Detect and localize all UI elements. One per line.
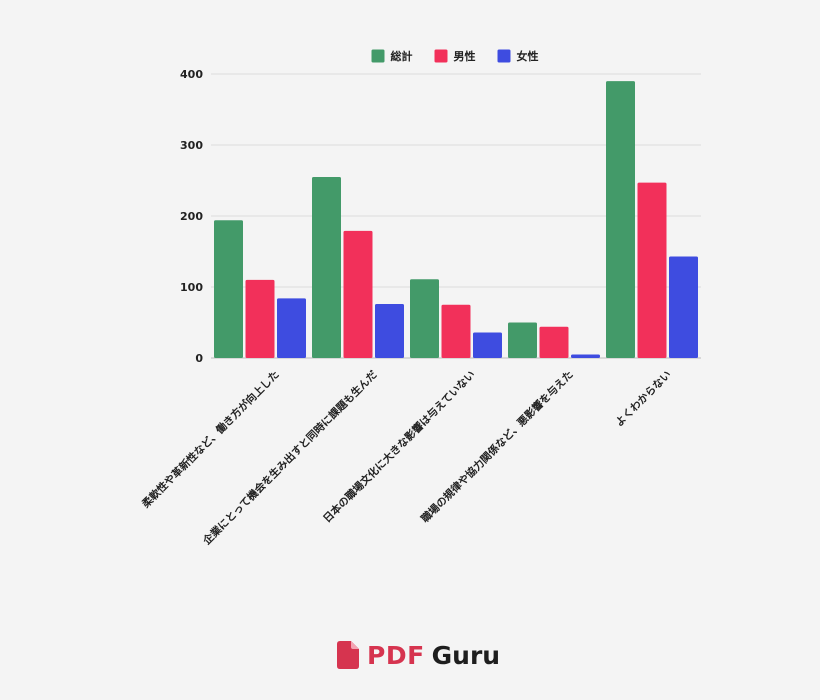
bar [473,332,502,358]
legend-label: 男性 [454,49,476,63]
bar [637,182,667,358]
bar [571,354,600,358]
bar [277,298,306,358]
bars [214,81,698,358]
bar-chart: 0 100 200 300 400 柔軟性や革新性など、働き方が向上した企業にとって機会… [139,49,701,548]
legend: 総計 男性 女性 [371,49,539,63]
bar [375,304,404,358]
bar [669,256,698,358]
x-tick-label: 企業にとって機会を生み出すと同時に課題も生んだ [200,368,380,548]
bar [245,279,275,358]
bar [508,322,537,358]
legend-label: 総計 [391,49,413,63]
brand-pdf-text: PDF [367,640,425,670]
bar [312,176,341,358]
y-tick-label: 0 [195,352,203,365]
legend-item: 男性 [434,49,476,63]
legend-item: 女性 [497,49,539,63]
x-tick-label: よくわからない [613,369,673,429]
bar [441,304,471,358]
legend-label: 女性 [517,49,539,63]
document-icon [337,641,359,669]
bar [606,81,635,358]
legend-swatch [434,49,448,63]
y-tick-label: 400 [180,68,203,81]
x-tick-label: 日本の職場文化に大きな影響は与えていない [320,368,477,525]
bar [343,230,373,358]
y-axis: 0 100 200 300 400 [180,68,203,365]
legend-item: 総計 [371,49,413,63]
bar [410,279,439,358]
x-tick-label: 職場の規律や協力関係など、悪影響を与えた [418,368,575,525]
y-tick-label: 200 [180,210,203,223]
brand-guru-text: Guru [431,640,501,670]
y-tick-label: 100 [180,281,203,294]
y-tick-label: 300 [180,139,203,152]
legend-swatch [497,49,511,63]
x-axis: 柔軟性や革新性など、働き方が向上した企業にとって機会を生み出すと同時に課題も生ん… [139,368,674,548]
legend-swatch [371,49,385,63]
bar [539,326,569,358]
brand-logo: PDF Guru [337,638,500,672]
bar [214,220,243,358]
